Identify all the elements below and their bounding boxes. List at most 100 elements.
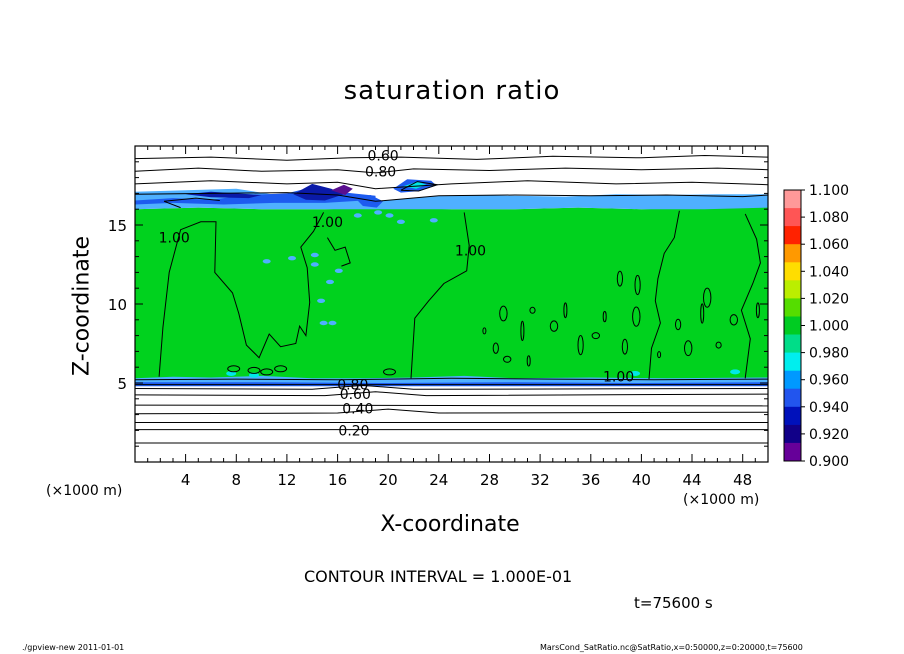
- x-tick-label: 40: [632, 471, 651, 489]
- contour-line-0.90: [135, 180, 768, 190]
- contour-label: 1.00: [603, 370, 634, 386]
- field-blue-fleck: [288, 256, 296, 261]
- field-darkblue-patch: [293, 183, 344, 201]
- contour-loop: [503, 355, 512, 363]
- contour-loop: [577, 335, 584, 356]
- contour-loop: [383, 368, 396, 376]
- field-blue-fleck: [328, 320, 337, 326]
- contour-loop: [247, 366, 261, 374]
- colorbar-swatch: [784, 406, 801, 426]
- contour-interval-label: CONTOUR INTERVAL = 1.000E-01: [304, 567, 573, 586]
- contour-line-0.90: [400, 181, 438, 192]
- contour-loop: [526, 355, 531, 367]
- contour-line-0.60: [135, 154, 768, 161]
- x-tick-label: 32: [531, 471, 550, 489]
- x-tick-label: 16: [328, 471, 347, 489]
- contour-loop: [634, 274, 641, 296]
- contour-loop: [675, 318, 682, 331]
- contour-loop: [549, 320, 559, 332]
- time-label: t=75600 s: [634, 594, 713, 612]
- field-blue-fleck: [374, 210, 383, 215]
- contour-loop: [729, 314, 738, 326]
- field-cyan-fleck: [730, 369, 741, 375]
- x-tick-label: 8: [232, 471, 242, 489]
- x-axis-label: X-coordinate: [380, 512, 520, 537]
- colorbar-swatch: [784, 298, 801, 317]
- contour-label: 0.60: [368, 149, 399, 165]
- contour-line-0.80: [135, 167, 768, 174]
- field-blue-fleck: [385, 213, 394, 218]
- colorbar-swatch: [784, 262, 801, 281]
- contour-line-0.60: [135, 391, 768, 397]
- field-blue-fleck: [310, 252, 319, 258]
- contour-loop: [482, 327, 487, 335]
- y-axis-label: Z-coordinate: [69, 236, 95, 376]
- contour-loop: [715, 341, 722, 349]
- colorbar-swatch: [784, 226, 801, 245]
- contour-loop: [602, 310, 607, 323]
- contour-label: 1.00: [455, 243, 486, 259]
- colorbar-label: 1.020: [809, 291, 849, 307]
- x-tick-label: 4: [181, 471, 191, 489]
- contour-loop: [274, 365, 288, 373]
- colorbar-label: 0.900: [809, 454, 849, 470]
- contour-label: 0.80: [337, 378, 368, 394]
- contour-loop: [563, 302, 568, 319]
- colorbar-swatch: [784, 244, 801, 263]
- contour-line-1.00: [648, 210, 680, 380]
- contour-line-0.50: [135, 404, 768, 407]
- contour-label: 0.60: [340, 387, 371, 403]
- x-unit-label-left: (×1000 m): [46, 483, 123, 499]
- contour-loop: [621, 338, 629, 355]
- field-blue-fleck: [429, 218, 438, 223]
- contour-line-1.00: [163, 197, 220, 209]
- chart-title: saturation ratio: [343, 76, 561, 106]
- field-cyan-fleck: [249, 372, 259, 378]
- contour-line-1.00: [740, 213, 761, 379]
- x-tick-label: 20: [379, 471, 398, 489]
- colorbar-swatch: [784, 442, 801, 462]
- field-blue-fleck: [334, 268, 343, 273]
- field-purple-patch: [331, 184, 353, 195]
- colorbar-label: 1.040: [809, 264, 849, 280]
- field-green: [135, 206, 768, 383]
- contour-line-0.40: [135, 408, 768, 415]
- field-blue-bottom: [135, 375, 768, 384]
- contour-label: 1.00: [312, 215, 343, 231]
- colorbar-swatch: [784, 280, 801, 299]
- contour-loop: [703, 287, 712, 308]
- colorbar-swatch: [784, 424, 801, 444]
- y-tick-label: 15: [108, 217, 127, 235]
- field-blue-fleck: [396, 219, 405, 224]
- contour-loop: [492, 342, 499, 354]
- y-tick-label: 10: [108, 296, 127, 314]
- contour-label: 0.80: [365, 164, 396, 180]
- colorbar-swatch: [784, 316, 801, 336]
- contour-loop: [591, 332, 600, 340]
- x-tick-label: 48: [733, 471, 752, 489]
- colorbar-swatch: [784, 190, 801, 209]
- x-tick-label: 28: [480, 471, 499, 489]
- colorbar-label: 0.980: [809, 346, 849, 362]
- field-blue-fleck: [262, 259, 271, 264]
- contour-line-1.00: [410, 212, 470, 379]
- contour-line-1.00: [158, 212, 325, 377]
- contour-loop: [529, 306, 536, 314]
- contour-line-1.00: [135, 377, 768, 381]
- contour-label: 0.40: [342, 401, 373, 417]
- footer-left: ./gpview-new 2011-01-01: [22, 643, 125, 652]
- field-blue-fleck: [319, 320, 328, 326]
- contour-loop: [755, 302, 760, 319]
- field-blue-fleck: [317, 298, 326, 303]
- contour-loop: [700, 303, 705, 324]
- contour-loop: [632, 306, 641, 327]
- colorbar-label: 1.080: [809, 210, 849, 226]
- field-blue-cell: [355, 195, 384, 208]
- y-tick-label: 5: [117, 375, 127, 393]
- contour-line-1.00: [135, 192, 768, 202]
- colorbar-label: 1.060: [809, 237, 849, 253]
- colorbar-swatch: [784, 370, 801, 390]
- contour-label: 0.20: [338, 423, 369, 439]
- colorbar-label: 1.100: [809, 183, 849, 199]
